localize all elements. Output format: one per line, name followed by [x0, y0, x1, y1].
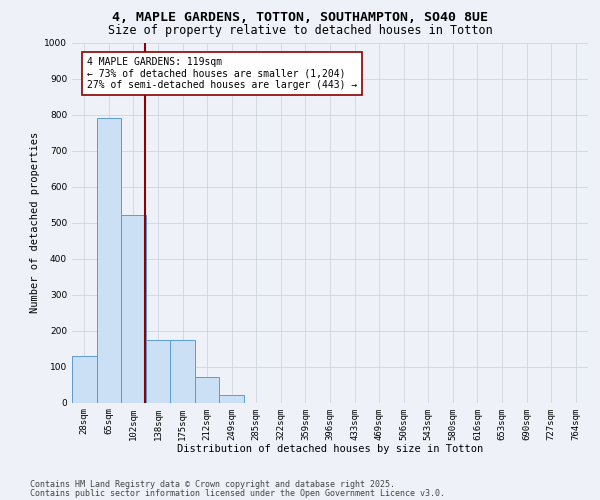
X-axis label: Distribution of detached houses by size in Totton: Distribution of detached houses by size …	[177, 444, 483, 454]
Text: 4 MAPLE GARDENS: 119sqm
← 73% of detached houses are smaller (1,204)
27% of semi: 4 MAPLE GARDENS: 119sqm ← 73% of detache…	[87, 57, 357, 90]
Bar	[121, 216, 146, 402]
Text: Size of property relative to detached houses in Totton: Size of property relative to detached ho…	[107, 24, 493, 37]
Text: Contains public sector information licensed under the Open Government Licence v3: Contains public sector information licen…	[30, 488, 445, 498]
Bar	[97, 118, 121, 403]
Text: 4, MAPLE GARDENS, TOTTON, SOUTHAMPTON, SO40 8UE: 4, MAPLE GARDENS, TOTTON, SOUTHAMPTON, S…	[112, 11, 488, 24]
Bar	[220, 396, 244, 402]
Bar	[146, 340, 170, 402]
Bar	[170, 340, 195, 402]
Bar	[195, 378, 220, 402]
Text: Contains HM Land Registry data © Crown copyright and database right 2025.: Contains HM Land Registry data © Crown c…	[30, 480, 395, 489]
Bar	[72, 356, 97, 403]
Y-axis label: Number of detached properties: Number of detached properties	[30, 132, 40, 313]
